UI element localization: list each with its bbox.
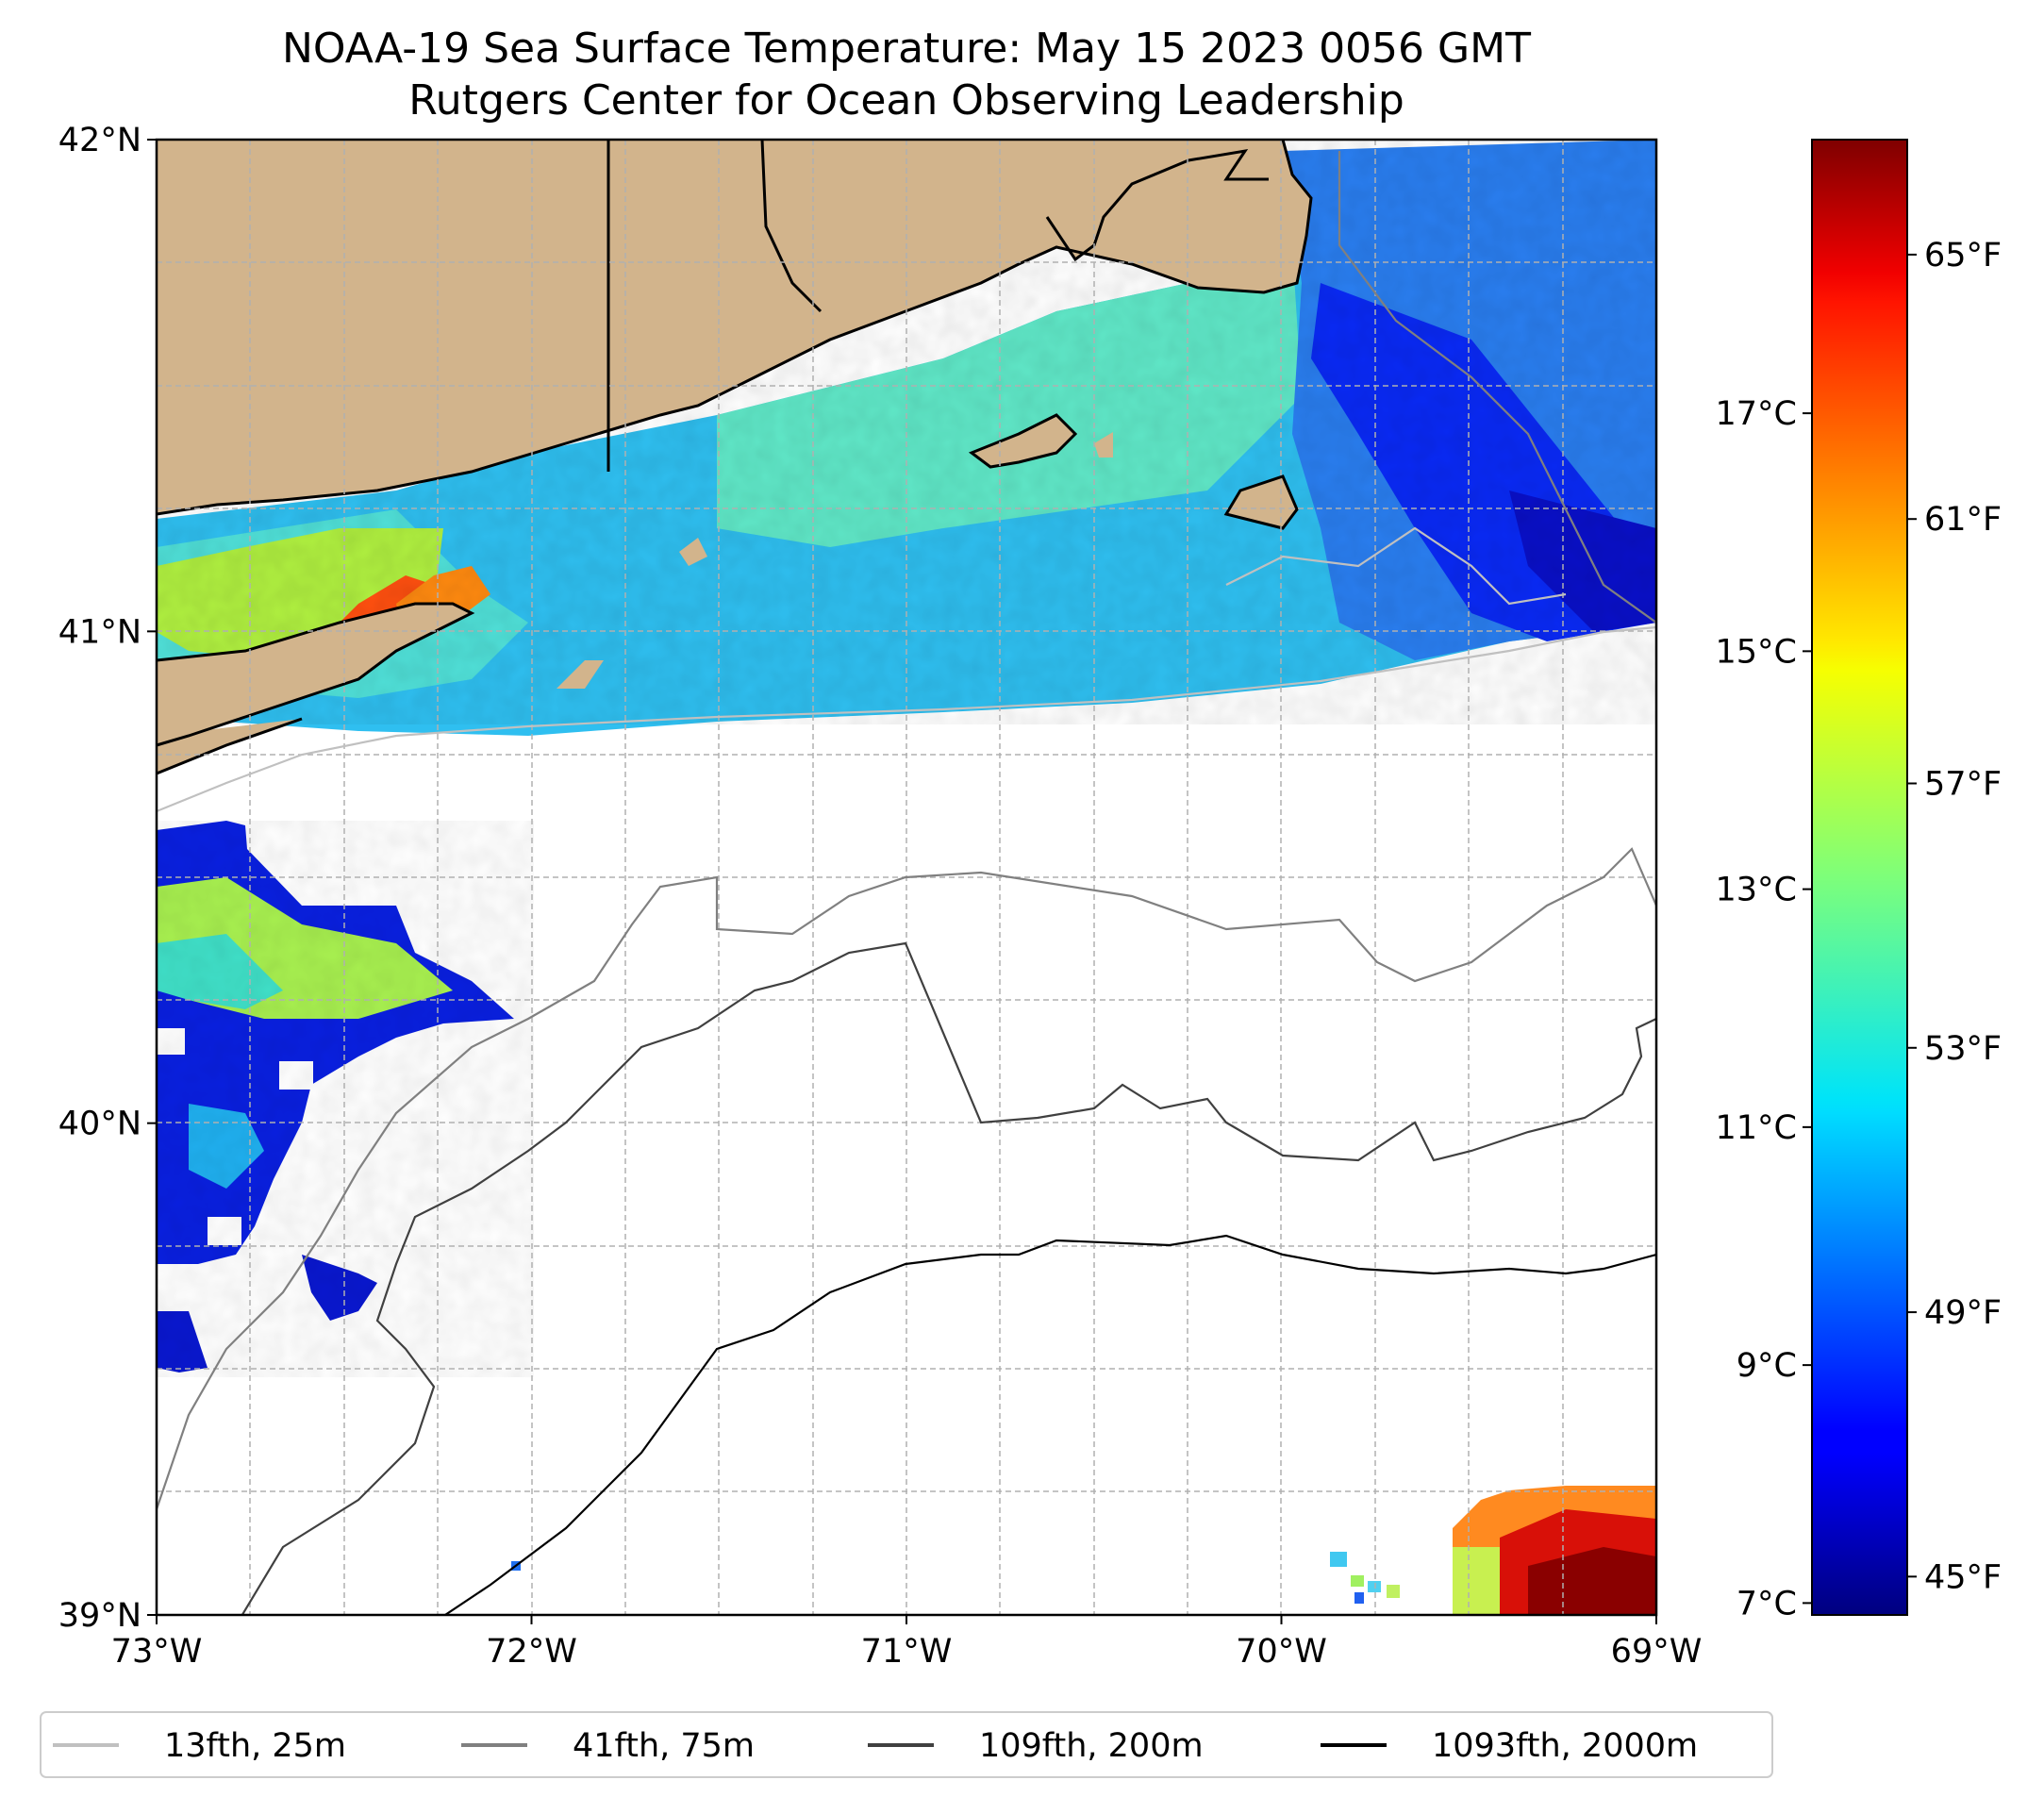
fahrenheit-tick-label: 57°F [1924,765,2002,803]
fahrenheit-tick-label: 61°F [1924,501,2002,539]
contour-200m [241,941,1656,1615]
legend: 13fth, 25m 41fth, 75m 109fth, 200m 1093fth,… [40,1711,1773,1778]
legend-label: 1093fth, 2000m [1432,1727,1698,1765]
colorbar [1811,139,1908,1616]
contour-2000m [443,1234,1656,1615]
x-tick-label: 72°W [486,1633,577,1671]
y-axis: 42°N 41°N 40°N 39°N [58,122,157,1635]
celsius-tick-label: 11°C [1716,1109,1797,1147]
bathymetry-contours [157,151,1656,1615]
contour-75m-north [1338,151,1656,624]
colorbar-fahrenheit-axis: 45°F 49°F 53°F 57°F 61°F 65°F [1907,237,2002,1596]
map-subtitle: Rutgers Center for Ocean Observing Leade… [408,76,1404,125]
celsius-tick-label: 7°C [1737,1585,1797,1622]
celsius-tick-label: 13°C [1716,872,1797,909]
fahrenheit-tick-label: 65°F [1924,237,2002,275]
sst-field-southwest [157,821,534,1377]
contour-25m-shoals [1225,526,1567,606]
x-tick-label: 73°W [111,1633,203,1671]
y-tick-label: 42°N [58,122,141,159]
map-title: NOAA-19 Sea Surface Temperature: May 15 … [282,25,1531,73]
y-tick-label: 40°N [58,1106,141,1143]
sst-field-southeast [511,1486,1656,1615]
y-tick-label: 41°N [58,613,141,651]
fahrenheit-tick-label: 53°F [1924,1030,2002,1068]
coastline [157,140,1313,775]
map-panel [157,140,1656,1615]
fahrenheit-tick-label: 45°F [1924,1558,2002,1596]
celsius-tick-label: 9°C [1737,1347,1797,1385]
legend-label: 109fth, 200m [979,1727,1204,1765]
legend-label: 41fth, 75m [573,1727,755,1765]
colorbar-celsius-axis: 7°C 9°C 11°C 13°C 15°C 17°C [1716,395,1812,1622]
x-tick-label: 70°W [1236,1633,1327,1671]
y-tick-label: 39°N [58,1597,141,1635]
x-tick-label: 69°W [1611,1633,1703,1671]
contour-75m [157,847,1656,1510]
legend-label: 13fth, 25m [164,1727,346,1765]
celsius-tick-label: 17°C [1716,395,1797,433]
celsius-tick-label: 15°C [1716,633,1797,671]
fahrenheit-tick-label: 49°F [1924,1294,2002,1332]
contour-25m [157,625,1656,813]
x-axis: 73°W 72°W 71°W 70°W 69°W [111,1615,1703,1671]
x-tick-label: 71°W [861,1633,953,1671]
gridlines [157,140,1656,1615]
